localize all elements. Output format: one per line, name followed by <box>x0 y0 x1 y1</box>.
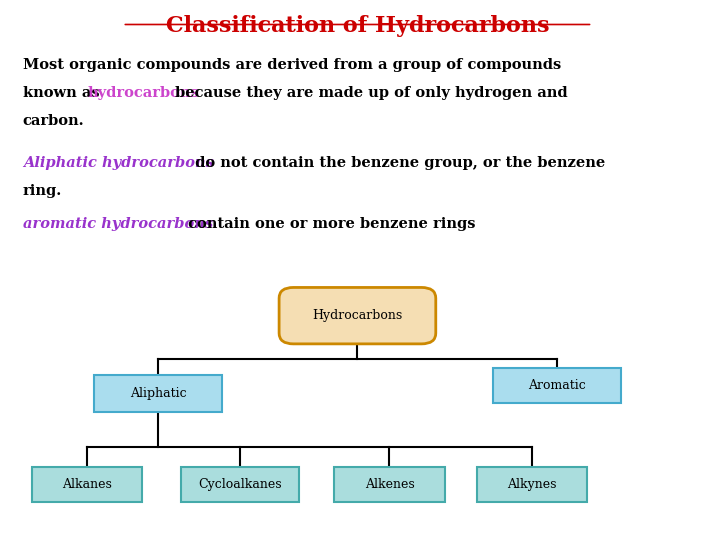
Text: Classification of Hydrocarbons: Classification of Hydrocarbons <box>166 15 549 37</box>
FancyBboxPatch shape <box>477 468 587 502</box>
Text: Aliphatic: Aliphatic <box>130 387 186 400</box>
FancyBboxPatch shape <box>279 287 436 344</box>
Text: known as: known as <box>23 86 104 100</box>
Text: aromatic hydrocarbons: aromatic hydrocarbons <box>23 217 213 231</box>
Text: contain one or more benzene rings: contain one or more benzene rings <box>183 217 475 231</box>
Text: hydrocarbons: hydrocarbons <box>88 86 199 100</box>
FancyBboxPatch shape <box>334 468 445 502</box>
Text: Most organic compounds are derived from a group of compounds: Most organic compounds are derived from … <box>23 58 561 72</box>
Text: Alkanes: Alkanes <box>62 478 112 491</box>
Text: Alkenes: Alkenes <box>364 478 414 491</box>
Text: Alkynes: Alkynes <box>507 478 557 491</box>
Text: carbon.: carbon. <box>23 113 84 127</box>
Text: because they are made up of only hydrogen and: because they are made up of only hydroge… <box>170 86 568 100</box>
Text: Cycloalkanes: Cycloalkanes <box>198 478 282 491</box>
FancyBboxPatch shape <box>32 468 142 502</box>
Text: do not contain the benzene group, or the benzene: do not contain the benzene group, or the… <box>190 156 606 170</box>
FancyBboxPatch shape <box>94 375 222 413</box>
FancyBboxPatch shape <box>492 368 621 403</box>
FancyBboxPatch shape <box>181 468 299 502</box>
Text: Hydrocarbons: Hydrocarbons <box>312 309 402 322</box>
Text: ring.: ring. <box>23 184 62 198</box>
Text: Aromatic: Aromatic <box>528 379 585 392</box>
Text: Aliphatic hydrocarbons: Aliphatic hydrocarbons <box>23 156 214 170</box>
